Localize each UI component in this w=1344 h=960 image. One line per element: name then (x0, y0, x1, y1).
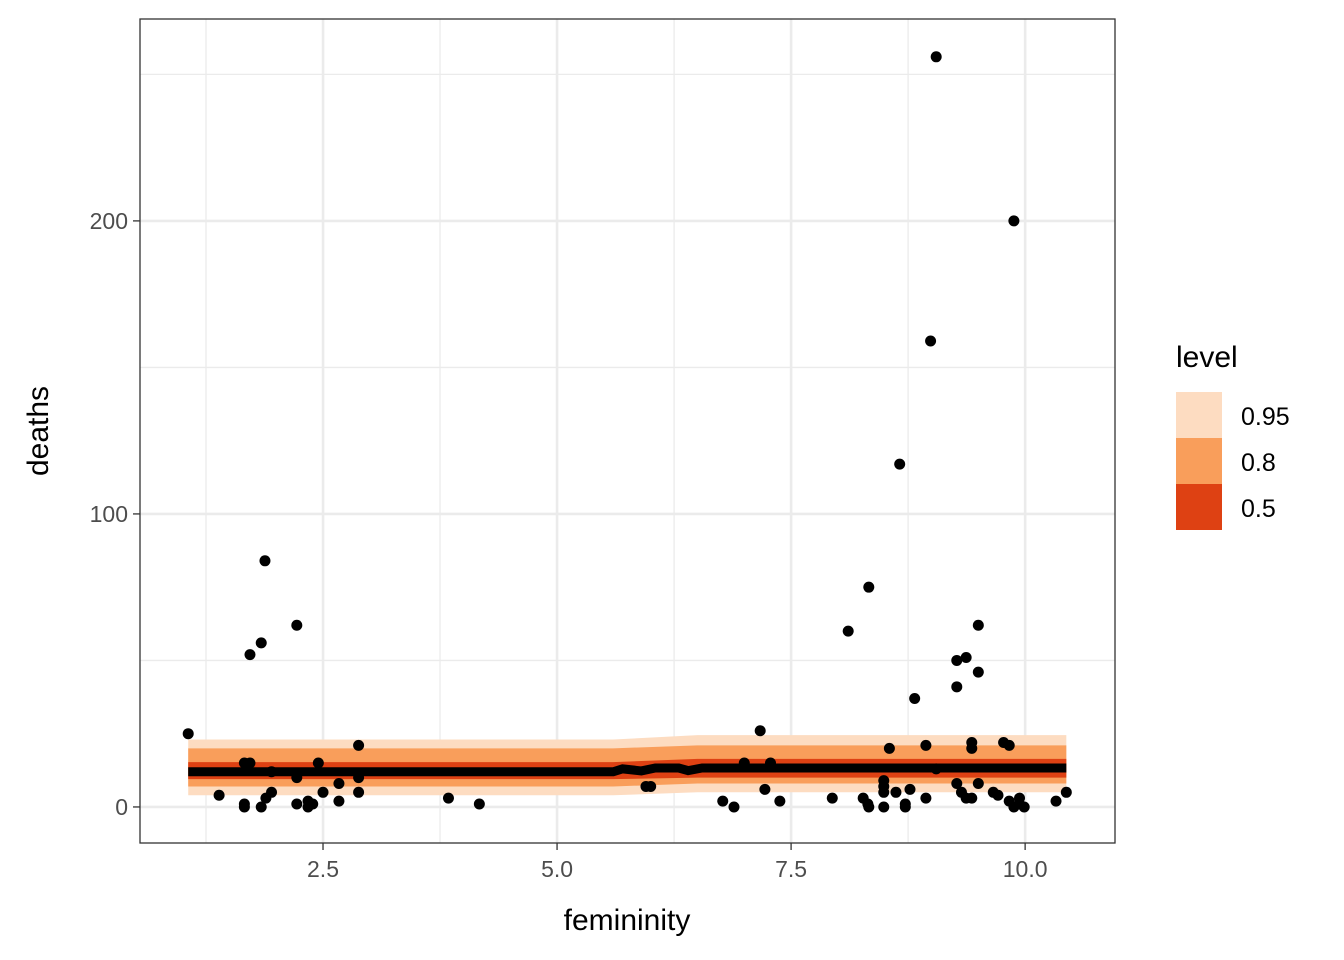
data-point (759, 783, 771, 795)
data-point (1018, 801, 1030, 813)
data-point (317, 786, 329, 798)
data-point (244, 649, 256, 661)
data-point (951, 654, 963, 666)
data-point (728, 801, 740, 813)
x-axis: 2.5 5.0 7.5 10.0 (307, 843, 1048, 882)
y-axis: 0 100 200 (90, 208, 140, 820)
data-point (312, 757, 324, 769)
data-point (899, 798, 911, 810)
y-tick-label: 0 (115, 794, 128, 820)
data-point (182, 728, 194, 740)
data-point (920, 792, 932, 804)
data-point (904, 783, 916, 795)
data-point (992, 789, 1004, 801)
x-tick-label: 5.0 (541, 856, 573, 882)
data-point (244, 757, 256, 769)
data-point (333, 795, 345, 807)
data-point (307, 798, 319, 810)
data-point (1008, 215, 1020, 227)
data-point (774, 795, 786, 807)
data-point (353, 772, 365, 784)
data-point (894, 458, 906, 470)
data-point (925, 335, 937, 347)
data-point (960, 652, 972, 664)
legend-key-0-8 (1176, 438, 1222, 484)
legend-label: 0.95 (1241, 403, 1290, 431)
data-point (353, 786, 365, 798)
data-point (291, 619, 303, 631)
data-point (890, 786, 902, 798)
data-point (754, 725, 766, 737)
x-tick-label: 2.5 (307, 856, 339, 882)
legend-label: 0.5 (1241, 495, 1276, 523)
data-point (442, 792, 454, 804)
grid (140, 19, 1115, 843)
data-point (266, 766, 278, 778)
x-tick-label: 7.5 (775, 856, 807, 882)
y-tick-label: 200 (90, 208, 128, 234)
y-axis-title: deaths (22, 386, 55, 476)
points (182, 51, 1072, 813)
data-point (883, 742, 895, 754)
x-axis-title: femininity (564, 904, 691, 937)
data-point (255, 637, 267, 649)
data-point (1060, 786, 1072, 798)
data-point (1050, 795, 1062, 807)
data-point (966, 792, 978, 804)
data-point (1003, 739, 1015, 751)
data-point (259, 555, 271, 567)
y-tick-label: 100 (90, 501, 128, 527)
data-point (972, 619, 984, 631)
data-point (333, 778, 345, 790)
data-point (717, 795, 729, 807)
data-point (878, 801, 890, 813)
data-point (738, 757, 750, 769)
data-point (972, 778, 984, 790)
data-point (291, 798, 303, 810)
legend-key-0-95 (1176, 392, 1222, 438)
data-point (255, 801, 267, 813)
data-point (972, 666, 984, 678)
median-line (188, 763, 1067, 777)
data-point (878, 786, 890, 798)
data-point (863, 581, 875, 593)
data-point (645, 780, 657, 792)
data-point (238, 801, 250, 813)
data-point (842, 625, 854, 637)
data-point (951, 778, 963, 790)
legend-title: level (1176, 341, 1238, 374)
data-point (862, 798, 874, 810)
data-point (353, 739, 365, 751)
data-point (930, 51, 942, 63)
legend-key-0-5 (1176, 484, 1222, 530)
data-point (909, 693, 921, 705)
data-point (951, 681, 963, 693)
data-point (473, 798, 485, 810)
data-point (266, 786, 278, 798)
legend-label: 0.8 (1241, 449, 1276, 477)
data-point (213, 789, 225, 801)
data-point (291, 772, 303, 784)
median-line-group (188, 763, 1067, 777)
data-point (826, 792, 838, 804)
legend: level 0.95 0.8 0.5 (1176, 341, 1290, 530)
data-point (920, 739, 932, 751)
data-point (930, 763, 942, 775)
data-point (966, 742, 978, 754)
data-point (764, 757, 776, 769)
x-tick-label: 10.0 (1003, 856, 1048, 882)
panel-border (139, 18, 1116, 844)
